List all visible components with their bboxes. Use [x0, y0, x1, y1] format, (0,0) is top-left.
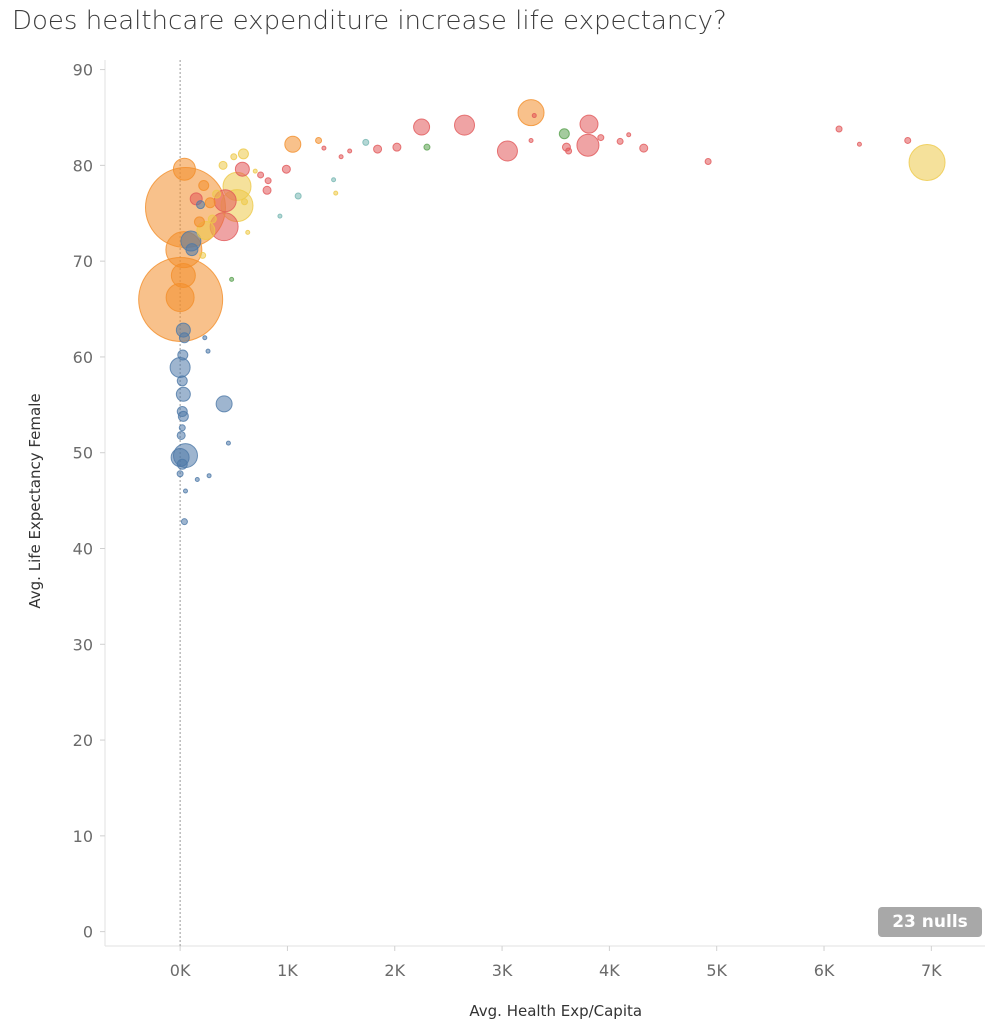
data-point[interactable] — [528, 137, 534, 143]
data-point[interactable] — [294, 192, 302, 200]
x-tick-label: 3K — [492, 961, 513, 980]
data-point[interactable] — [193, 216, 205, 228]
data-point[interactable] — [194, 477, 200, 483]
data-point[interactable] — [413, 118, 431, 136]
data-point[interactable] — [175, 386, 191, 402]
x-tick-label: 6K — [814, 961, 835, 980]
data-point[interactable] — [835, 125, 843, 133]
data-point[interactable] — [333, 190, 339, 196]
data-point[interactable] — [576, 133, 600, 157]
data-point[interactable] — [245, 229, 251, 235]
data-point[interactable] — [639, 143, 649, 153]
data-point[interactable] — [177, 410, 189, 422]
data-point[interactable] — [579, 114, 599, 134]
x-tick-label: 1K — [277, 961, 298, 980]
y-tick-label: 60 — [73, 348, 93, 367]
data-point[interactable] — [338, 154, 344, 160]
data-point[interactable] — [177, 349, 189, 361]
nulls-indicator[interactable]: 23 nulls — [878, 907, 982, 937]
x-tick-label: 2K — [384, 961, 405, 980]
x-axis-title: Avg. Health Exp/Capita — [469, 1002, 642, 1020]
data-point[interactable] — [182, 488, 188, 494]
x-tick-label: 7K — [921, 961, 942, 980]
data-point[interactable] — [215, 395, 233, 413]
data-point[interactable] — [206, 473, 212, 479]
data-point[interactable] — [196, 200, 206, 210]
data-point[interactable] — [496, 140, 518, 162]
y-tick-label: 40 — [73, 539, 93, 558]
data-point[interactable] — [204, 197, 216, 209]
data-points — [138, 99, 946, 526]
data-point[interactable] — [176, 458, 188, 470]
data-point[interactable] — [284, 135, 302, 153]
y-tick-label: 50 — [73, 444, 93, 463]
data-point[interactable] — [616, 137, 624, 145]
tick-labels: 0 10 20 30 40 50 60 70 80 90 0K 1K 2K 3K 4K 5K 6K 7K — [73, 61, 943, 980]
data-point[interactable] — [230, 153, 238, 161]
data-point[interactable] — [362, 138, 370, 146]
data-point[interactable] — [207, 214, 217, 224]
data-point[interactable] — [205, 348, 211, 354]
data-point[interactable] — [241, 198, 249, 206]
data-point[interactable] — [252, 168, 258, 174]
data-point[interactable] — [257, 171, 265, 179]
data-point[interactable] — [225, 440, 231, 446]
data-point[interactable] — [321, 145, 327, 151]
data-point[interactable] — [565, 147, 573, 155]
chart-title: Does healthcare expenditure increase lif… — [12, 6, 727, 36]
axes — [104, 60, 985, 947]
data-point[interactable] — [454, 114, 476, 136]
y-tick-label: 30 — [73, 635, 93, 654]
data-point[interactable] — [202, 335, 208, 341]
data-point[interactable] — [315, 136, 323, 144]
data-point[interactable] — [597, 134, 605, 142]
data-point[interactable] — [262, 185, 272, 195]
y-axis-title: Avg. Life Expectancy Female — [26, 393, 44, 608]
data-point[interactable] — [178, 424, 186, 432]
data-point[interactable] — [626, 132, 632, 138]
data-point[interactable] — [558, 128, 570, 140]
y-tick-label: 0 — [83, 923, 93, 942]
x-tick-label: 0K — [170, 961, 191, 980]
x-tick-label: 5K — [706, 961, 727, 980]
x-tick-label: 4K — [599, 961, 620, 980]
y-tick-label: 80 — [73, 156, 93, 175]
data-point[interactable] — [218, 160, 228, 170]
data-point[interactable] — [169, 356, 191, 378]
y-tick-label: 90 — [73, 61, 93, 80]
data-point[interactable] — [172, 157, 196, 181]
data-point[interactable] — [277, 213, 283, 219]
data-point[interactable] — [165, 283, 195, 313]
data-point[interactable] — [178, 332, 190, 344]
data-point[interactable] — [176, 430, 186, 440]
data-point[interactable] — [281, 164, 291, 174]
data-point[interactable] — [199, 251, 207, 259]
data-point[interactable] — [229, 276, 235, 282]
y-tick-label: 20 — [73, 731, 93, 750]
data-point[interactable] — [331, 177, 337, 183]
data-point[interactable] — [856, 141, 862, 147]
y-tick-label: 10 — [73, 827, 93, 846]
data-point[interactable] — [176, 470, 184, 478]
data-point[interactable] — [198, 179, 210, 191]
data-point[interactable] — [176, 375, 188, 387]
data-point[interactable] — [904, 136, 912, 144]
data-point[interactable] — [212, 189, 222, 199]
data-point[interactable] — [373, 144, 383, 154]
data-point[interactable] — [423, 143, 431, 151]
data-point[interactable] — [347, 148, 353, 154]
data-point[interactable] — [908, 143, 946, 181]
data-point[interactable] — [531, 113, 537, 119]
data-point[interactable] — [392, 142, 402, 152]
data-point[interactable] — [234, 161, 250, 177]
y-tick-label: 70 — [73, 252, 93, 271]
data-point[interactable] — [237, 148, 249, 160]
data-point[interactable] — [180, 518, 188, 526]
data-point[interactable] — [170, 263, 196, 289]
data-point[interactable] — [517, 99, 545, 127]
data-point[interactable] — [185, 243, 199, 257]
data-point[interactable] — [704, 158, 712, 166]
data-point[interactable] — [264, 177, 272, 185]
